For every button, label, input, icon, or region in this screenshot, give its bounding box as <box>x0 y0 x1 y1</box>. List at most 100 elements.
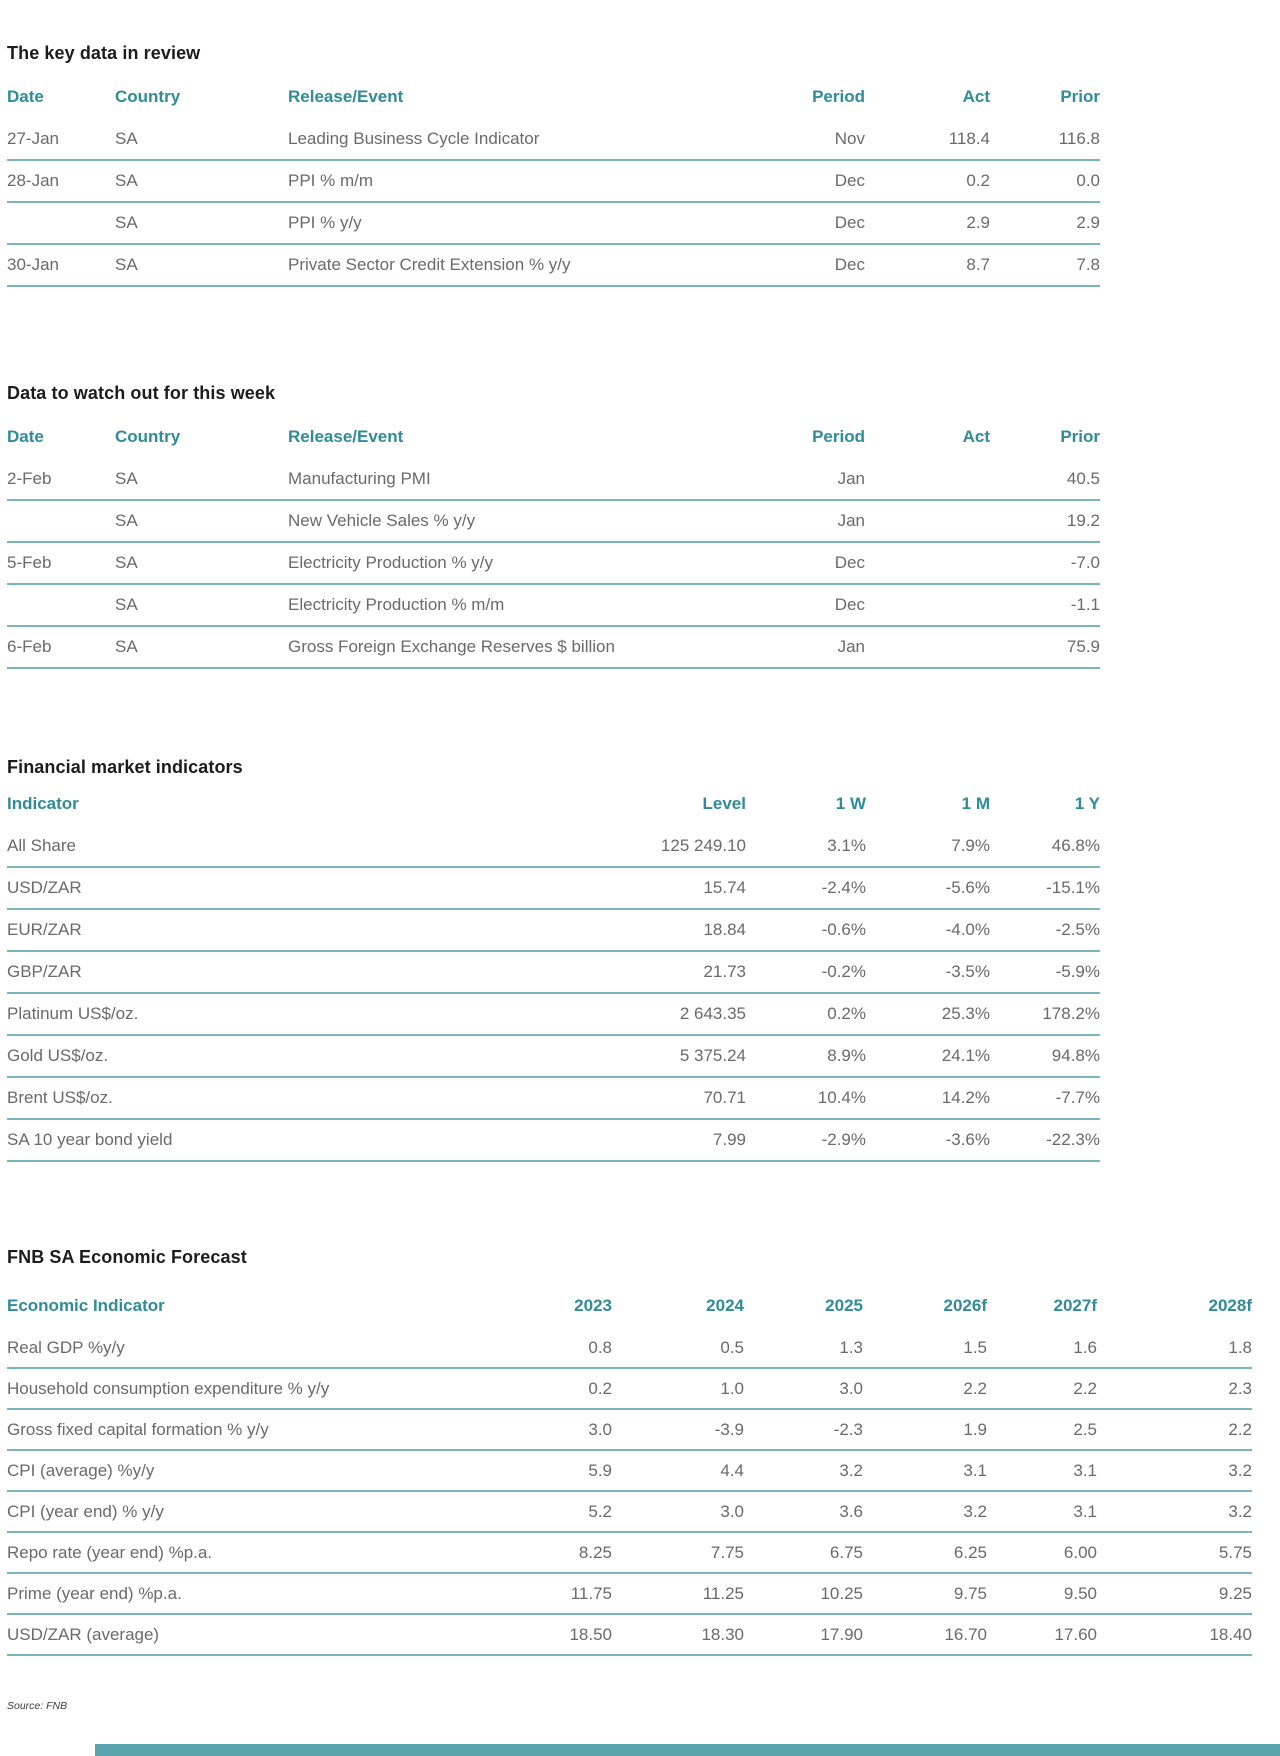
review_table-header-col-0: Date <box>7 87 44 106</box>
financial_table-header-col-1: Level <box>702 794 746 813</box>
financial_table-cell-7-1: 7.99 <box>712 1130 746 1149</box>
watch_table-cell-1-5: 19.2 <box>1066 511 1100 530</box>
watch_table-row-4: 6-Feb SA Gross Foreign Exchange Reserves $… <box>7 627 1100 669</box>
financial_table-cell-6-4: -7.7% <box>1055 1088 1100 1107</box>
watch_table-row-2: 5-Feb SA Electricity Production % y/y Dec -7… <box>7 543 1100 585</box>
review_table-cell-1-4: 0.2 <box>966 171 990 190</box>
forecast_table-cell-6-6: 9.25 <box>1218 1583 1252 1603</box>
financial_table-cell-3-4: -5.9% <box>1055 962 1100 981</box>
forecast_table-cell-5-0: Repo rate (year end) %p.a. <box>7 1542 213 1562</box>
review_table-cell-1-3: Dec <box>834 171 865 190</box>
financial_table-cell-3-0: GBP/ZAR <box>7 962 82 981</box>
forecast_table-cell-7-1: 18.50 <box>569 1624 612 1644</box>
watch_table-cell-0-1: SA <box>115 469 138 488</box>
financial_table-row-0: All Share 125 249.10 3.1% 7.9% 46.8% <box>7 826 1100 868</box>
watch_table-header-col-5: Prior <box>1060 427 1100 446</box>
financial_table-cell-6-2: 10.4% <box>817 1088 866 1107</box>
financial_table-header-col-2: 1 W <box>835 794 866 813</box>
watch_table-cell-1-1: SA <box>115 511 138 530</box>
review_table-cell-2-4: 2.9 <box>966 213 990 232</box>
forecast_table-cell-1-3: 3.0 <box>839 1378 863 1398</box>
financial_table-cell-0-4: 46.8% <box>1051 836 1100 855</box>
financial_table-cell-5-2: 8.9% <box>827 1046 866 1065</box>
review_table-header-col-3: Period <box>812 87 865 106</box>
financial_table-cell-7-2: -2.9% <box>821 1130 866 1149</box>
forecast_table-cell-7-4: 16.70 <box>944 1624 987 1644</box>
watch_table-cell-2-0: 5-Feb <box>7 553 52 572</box>
financial_table-cell-7-3: -3.6% <box>945 1130 990 1149</box>
forecast_table-cell-7-2: 18.30 <box>701 1624 744 1644</box>
forecast_table-cell-1-2: 1.0 <box>720 1378 744 1398</box>
financial_table-cell-0-3: 7.9% <box>951 836 990 855</box>
financial_table-cell-2-3: -4.0% <box>945 920 990 939</box>
review_table-cell-1-0: 28-Jan <box>7 171 59 190</box>
forecast_table-cell-5-1: 8.25 <box>578 1542 612 1562</box>
financial_table-header-col-0: Indicator <box>7 794 79 813</box>
forecast_table-cell-7-0: USD/ZAR (average) <box>7 1624 160 1644</box>
financial_table-cell-7-4: -22.3% <box>1046 1130 1100 1149</box>
financial_table-cell-5-0: Gold US$/oz. <box>7 1046 109 1065</box>
forecast_table-header-row: Economic Indicator 2023 2024 2025 2026f 2027f… <box>7 1284 1252 1328</box>
financial_table-cell-6-1: 70.71 <box>703 1088 746 1107</box>
forecast_table-cell-5-3: 6.75 <box>829 1542 863 1562</box>
financial_table-cell-2-1: 18.84 <box>703 920 746 939</box>
watch_table-row-3: SA Electricity Production % m/m Dec -1.1 <box>7 585 1100 627</box>
forecast_table-cell-6-4: 9.75 <box>953 1583 987 1603</box>
financial_table-cell-1-4: -15.1% <box>1046 878 1100 897</box>
financial_table-cell-2-4: -2.5% <box>1055 920 1100 939</box>
review_table-cell-0-0: 27-Jan <box>7 129 59 148</box>
forecast_table-cell-3-0: CPI (average) %y/y <box>7 1460 155 1480</box>
forecast_table-cell-6-2: 11.25 <box>702 1583 744 1603</box>
financial_table-cell-2-0: EUR/ZAR <box>7 920 82 939</box>
review_table-header-col-1: Country <box>115 87 181 106</box>
financial_table-cell-2-2: -0.6% <box>821 920 866 939</box>
forecast_table-cell-4-0: CPI (year end) % y/y <box>7 1501 164 1521</box>
forecast_table-cell-6-0: Prime (year end) %p.a. <box>7 1583 182 1603</box>
section-title-financial-market-indicators: Financial market indicators <box>7 756 243 777</box>
section-title-economic-forecast: FNB SA Economic Forecast <box>7 1246 247 1267</box>
forecast_table-cell-0-0: Real GDP %y/y <box>7 1337 125 1357</box>
section-title-data-to-watch: Data to watch out for this week <box>7 382 276 403</box>
watch_table-header-col-1: Country <box>115 427 181 446</box>
financial_table-row-7: SA 10 year bond yield 7.99 -2.9% -3.6% -22.3… <box>7 1120 1100 1162</box>
forecast_table-cell-0-1: 0.8 <box>588 1337 612 1357</box>
review_table-cell-0-4: 118.4 <box>948 129 990 148</box>
forecast_table-cell-1-1: 0.2 <box>588 1378 612 1398</box>
financial_table-cell-5-3: 24.1% <box>941 1046 990 1065</box>
review_table-header-row: Date Country Release/Event Period Act Prior <box>7 75 1100 119</box>
forecast_table-cell-2-2: -3.9 <box>714 1419 744 1439</box>
economic-forecast-table: Economic Indicator 2023 2024 2025 2026f 2027f… <box>7 1284 1252 1656</box>
financial_table-cell-1-2: -2.4% <box>821 878 866 897</box>
review_table-cell-0-3: Nov <box>834 129 865 148</box>
financial_table-cell-7-0: SA 10 year bond yield <box>7 1130 173 1149</box>
review_table-header-col-5: Prior <box>1060 87 1100 106</box>
review_table-cell-2-1: SA <box>115 213 138 232</box>
review_table-cell-3-4: 8.7 <box>966 255 990 274</box>
review_table-cell-3-2: Private Sector Credit Extension % y/y <box>288 255 571 274</box>
review_table-row-0: 27-Jan SA Leading Business Cycle Indicator… <box>7 119 1100 161</box>
watch_table-header-col-0: Date <box>7 427 44 446</box>
forecast_table-row-6: Prime (year end) %p.a. 11.75 11.25 10.25 9.7… <box>7 1574 1252 1615</box>
financial_table-row-6: Brent US$/oz. 70.71 10.4% 14.2% -7.7% <box>7 1078 1100 1120</box>
review_table-row-2: SA PPI % y/y Dec 2.9 2.9 <box>7 203 1100 245</box>
financial_table-cell-4-0: Platinum US$/oz. <box>7 1004 139 1023</box>
watch_table-cell-4-5: 75.9 <box>1066 637 1100 656</box>
watch_table-cell-2-2: Electricity Production % y/y <box>288 553 494 572</box>
watch_table-row-0: 2-Feb SA Manufacturing PMI Jan 40.5 <box>7 459 1100 501</box>
forecast_table-cell-0-5: 1.6 <box>1073 1337 1097 1357</box>
watch_table-cell-2-3: Dec <box>834 553 865 572</box>
watch_table-cell-0-2: Manufacturing PMI <box>288 469 431 488</box>
financial_table-cell-1-0: USD/ZAR <box>7 878 82 897</box>
financial_table-cell-5-4: 94.8% <box>1051 1046 1100 1065</box>
review_table-cell-3-1: SA <box>115 255 138 274</box>
watch_table-cell-3-3: Dec <box>834 595 865 614</box>
watch_table-cell-4-1: SA <box>115 637 138 656</box>
data-to-watch-table: Date Country Release/Event Period Act Prior 2-… <box>7 415 1100 669</box>
review_table-cell-3-3: Dec <box>834 255 865 274</box>
watch_table-cell-4-0: 6-Feb <box>7 637 52 656</box>
financial_table-cell-1-3: -5.6% <box>945 878 990 897</box>
watch_table-header-col-2: Release/Event <box>288 427 404 446</box>
financial_table-header-row: Indicator Level 1 W 1 M 1 Y <box>7 782 1100 826</box>
forecast_table-cell-7-5: 17.60 <box>1054 1624 1097 1644</box>
key-data-review-table: Date Country Release/Event Period Act Prior 27… <box>7 75 1100 287</box>
